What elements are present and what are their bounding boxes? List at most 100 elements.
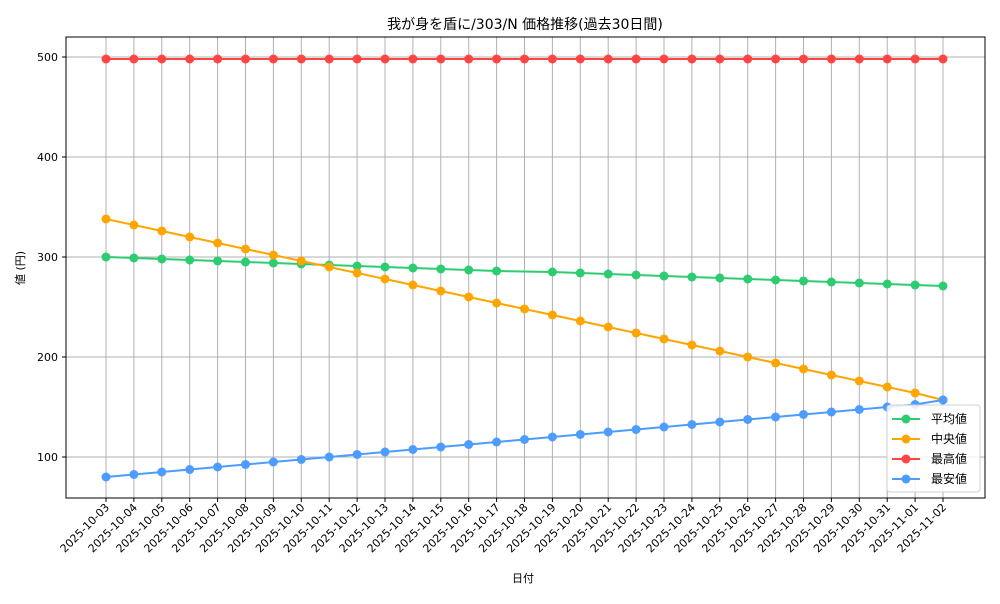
data-point [659,422,669,432]
data-point [129,253,139,263]
y-tick-label: 100 [37,451,58,464]
data-point [910,388,920,398]
data-point [938,281,948,291]
data-point [408,263,418,273]
data-point [743,54,753,64]
legend-marker-icon [901,454,911,464]
data-point [296,455,306,464]
data-point [185,54,195,64]
legend-item: 最安値 [892,471,967,486]
data-point [631,54,641,64]
x-axis-label: 日付 [512,572,534,585]
data-point [575,430,585,439]
data-point [520,54,529,64]
data-point [380,54,390,64]
legend-item: 中央値 [892,431,967,446]
data-point [687,272,697,282]
data-point [268,457,278,467]
y-axis-label: 値 (円) [14,251,27,285]
data-point [492,437,502,447]
data-point [826,370,836,380]
data-point [631,270,641,280]
data-point [408,54,418,64]
data-point [575,54,585,64]
data-point [603,54,613,64]
data-point [799,54,808,64]
data-point [659,271,669,281]
data-point [910,280,920,290]
data-point [241,54,250,64]
data-point [547,54,557,64]
data-point [408,280,418,290]
data-point [241,244,250,254]
data-point [129,54,139,64]
data-point [101,252,111,262]
data-point [854,376,864,386]
data-point [854,278,864,288]
data-point [324,452,334,462]
data-point [213,238,223,248]
legend-box [886,404,981,493]
data-point [520,304,529,314]
y-tick-label: 400 [37,151,58,164]
legend-label: 平均値 [931,411,967,426]
data-point [687,420,697,429]
data-point [743,415,753,424]
data-point [603,269,613,279]
data-point [882,279,892,289]
series-0 [101,252,948,291]
data-point [631,425,641,434]
data-point [436,286,446,296]
legend-marker-icon [901,474,911,484]
data-point [101,214,111,224]
data-point [213,256,223,266]
data-point [157,54,167,64]
legend-label: 最安値 [931,471,967,486]
x-axis: 2025-10-032025-10-042025-10-052025-10-06… [58,498,949,555]
data-point [687,54,697,64]
data-point [464,440,474,449]
data-point [213,462,223,472]
data-point [659,334,669,344]
data-point [241,460,250,469]
data-point [826,407,836,417]
data-point [547,310,557,320]
data-point [687,340,697,350]
data-point [268,250,278,260]
data-point [101,54,111,64]
data-point [743,274,753,284]
legend-marker-icon [901,414,911,424]
data-point [492,54,502,64]
data-point [352,450,362,459]
data-point [380,262,390,272]
plot-frame [65,36,986,499]
series-2 [101,54,948,64]
data-point [101,472,111,482]
data-point [520,435,529,444]
data-point [464,292,474,302]
data-point [408,445,418,454]
y-tick-label: 200 [37,351,58,364]
data-point [938,54,948,64]
data-point [882,382,892,392]
data-point [715,273,725,283]
data-point [129,470,139,479]
data-point [743,352,753,362]
data-point [826,277,836,287]
legend-label: 最高値 [931,451,967,466]
data-point [910,54,920,64]
legend-marker-icon [901,434,911,444]
data-point [826,54,836,64]
data-point [492,266,502,276]
chart-title: 我が身を盾に/303/N 価格推移(過去30日間) [387,17,663,33]
y-axis: 100 200 300 400 500 [37,51,66,464]
data-point [436,54,446,64]
data-point [715,346,725,356]
data-point [715,417,725,427]
data-point [157,226,167,236]
data-point [882,54,892,64]
data-point [352,268,362,278]
data-point [631,328,641,338]
